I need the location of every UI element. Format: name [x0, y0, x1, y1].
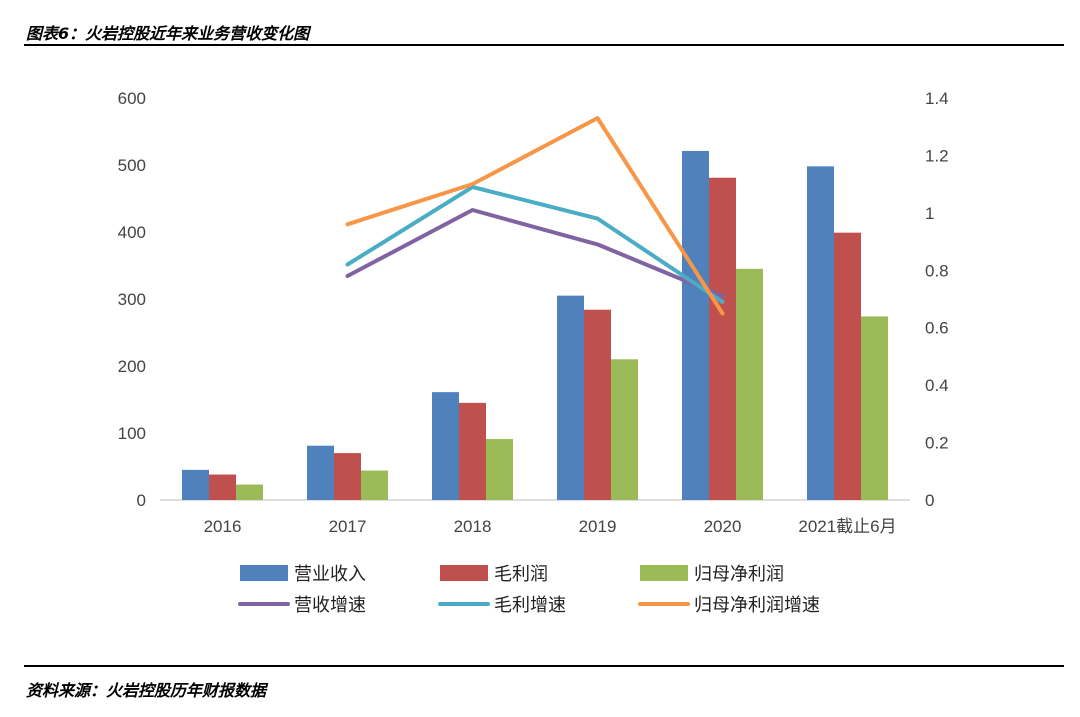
line-series-2 — [345, 185, 725, 304]
bar-1 — [182, 469, 209, 500]
bar-2 — [209, 474, 236, 500]
bar-3 — [611, 359, 638, 500]
y-left-tick-label: 300 — [118, 290, 146, 309]
y-left-tick-label: 600 — [118, 89, 146, 108]
x-tick-label: 2017 — [329, 517, 367, 536]
y-right-tick-label: 0 — [925, 491, 934, 510]
y-right-tick-label: 1.2 — [925, 146, 949, 165]
legend-label: 毛利增速 — [494, 595, 566, 616]
bar-1 — [682, 150, 709, 500]
bar-3 — [736, 268, 763, 500]
bottom-rule — [24, 665, 1064, 667]
y-left-tick-label: 200 — [118, 357, 146, 376]
bar-2 — [584, 309, 611, 500]
legend-swatch — [640, 565, 688, 581]
y-left-tick-label: 500 — [118, 156, 146, 175]
legend-swatch — [240, 565, 288, 581]
bar-1 — [807, 166, 834, 500]
bar-2 — [834, 232, 861, 501]
legend-label: 营业收入 — [294, 564, 366, 585]
bar-3 — [361, 470, 388, 500]
bar-3 — [861, 316, 888, 500]
bar-1 — [432, 392, 459, 500]
y-left-tick-label: 400 — [118, 223, 146, 242]
x-tick-label: 2018 — [454, 517, 492, 536]
y-right-tick-label: 0.4 — [925, 376, 949, 395]
bar-1 — [307, 445, 334, 500]
legend-label: 归母净利润 — [694, 564, 784, 585]
y-left-tick-label: 0 — [137, 491, 146, 510]
bar-1 — [557, 295, 584, 500]
legend-label: 归母净利润增速 — [694, 595, 820, 616]
bar-3 — [486, 439, 513, 500]
legend-label: 毛利润 — [494, 564, 548, 585]
y-right-tick-label: 1 — [925, 204, 934, 223]
y-right-tick-label: 1.4 — [925, 89, 949, 108]
top-rule — [24, 44, 1064, 46]
bar-2 — [709, 177, 736, 501]
line-series-3 — [345, 116, 725, 316]
x-tick-label: 2021截止6月 — [798, 517, 896, 536]
line-series-1 — [345, 208, 725, 299]
legend-swatch — [440, 565, 488, 581]
y-right-tick-label: 0.6 — [925, 319, 949, 338]
x-tick-label: 2019 — [579, 517, 617, 536]
legend-label: 营收增速 — [294, 595, 366, 616]
bar-2 — [334, 453, 361, 500]
bar-3 — [236, 484, 263, 500]
y-right-tick-label: 0.2 — [925, 434, 949, 453]
bar-2 — [459, 402, 486, 500]
figure-title: 图表6：火岩控股近年来业务营收变化图 — [26, 24, 310, 43]
source-note: 资料来源：火岩控股历年财报数据 — [26, 681, 267, 700]
y-right-tick-label: 0.8 — [925, 261, 949, 280]
x-tick-label: 2016 — [204, 517, 242, 536]
x-tick-label: 2020 — [704, 517, 742, 536]
y-left-tick-label: 100 — [118, 424, 146, 443]
